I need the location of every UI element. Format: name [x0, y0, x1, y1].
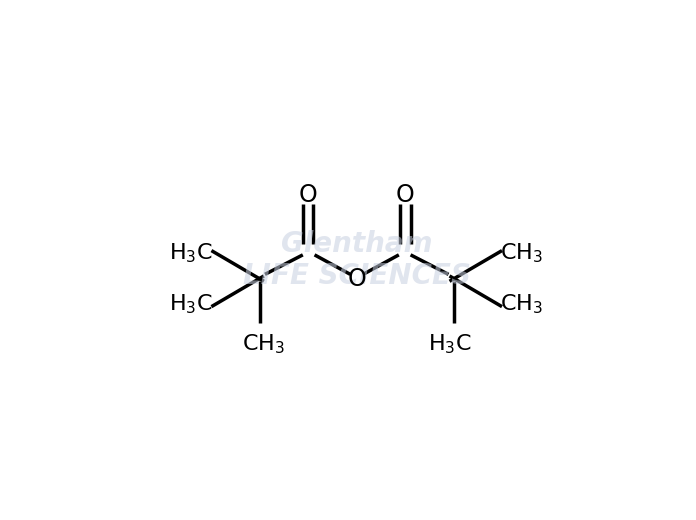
Text: Glentham
LIFE SCIENCES: Glentham LIFE SCIENCES — [243, 230, 470, 290]
Text: O: O — [347, 267, 366, 291]
Text: $\mathregular{H_3C}$: $\mathregular{H_3C}$ — [169, 241, 213, 265]
Text: $\mathregular{CH_3}$: $\mathregular{CH_3}$ — [242, 332, 285, 356]
Text: $\mathregular{CH_3}$: $\mathregular{CH_3}$ — [500, 241, 544, 265]
Text: $\mathregular{CH_3}$: $\mathregular{CH_3}$ — [500, 292, 544, 316]
Text: O: O — [299, 183, 317, 206]
Text: $\mathregular{H_3C}$: $\mathregular{H_3C}$ — [169, 292, 213, 316]
Text: $\mathregular{H_3C}$: $\mathregular{H_3C}$ — [427, 332, 471, 356]
Text: O: O — [396, 183, 415, 206]
